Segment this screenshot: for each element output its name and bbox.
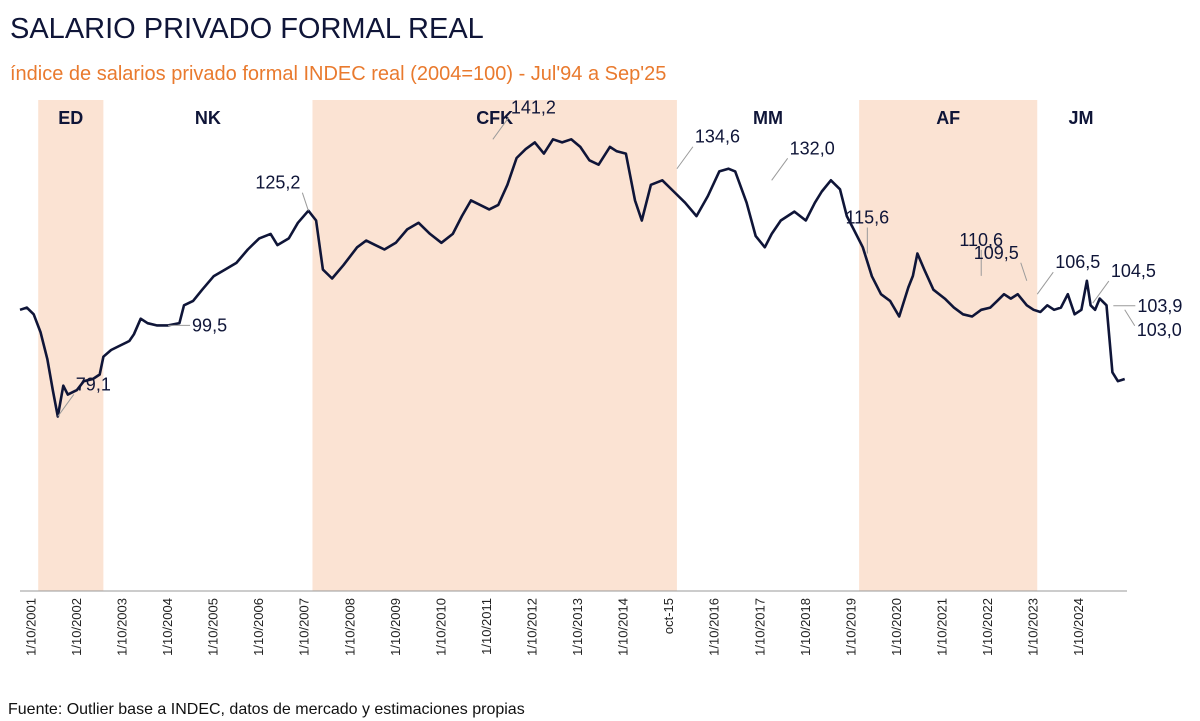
data-label: 115,6 xyxy=(845,208,889,228)
data-label: 79,1 xyxy=(76,374,111,394)
x-tick-label: 1/10/2007 xyxy=(297,598,312,656)
period-label-mm: MM xyxy=(753,108,783,128)
annotation-leader xyxy=(1036,271,1054,295)
data-label: 104,5 xyxy=(1111,261,1156,281)
data-label: 103,9 xyxy=(1137,296,1182,316)
x-tick-label: 1/10/2012 xyxy=(525,598,540,656)
period-label-af: AF xyxy=(936,108,960,128)
annotation-leader xyxy=(1020,262,1028,281)
x-tick-label: 1/10/2001 xyxy=(23,598,38,656)
x-tick-label: 1/10/2009 xyxy=(388,598,403,656)
annotation-leader xyxy=(57,394,75,417)
series-line xyxy=(19,138,1126,418)
chart-subtitle: índice de salarios privado formal INDEC … xyxy=(10,63,666,85)
annotation-leader xyxy=(301,192,309,211)
x-tick-label: 1/10/2020 xyxy=(889,598,904,656)
x-tick-label: 1/10/2023 xyxy=(1026,598,1041,656)
x-tick-label: 1/10/2016 xyxy=(707,598,722,656)
x-tick-label: oct-15 xyxy=(661,598,676,634)
period-shade-cfk xyxy=(312,100,677,591)
x-tick-label: 1/10/2019 xyxy=(843,598,858,656)
x-tick-label: 1/10/2013 xyxy=(570,598,585,656)
x-tick-label: 1/10/2002 xyxy=(69,598,84,656)
period-shade-ed xyxy=(38,100,104,591)
data-label: 141,2 xyxy=(511,97,556,117)
period-shade-af xyxy=(859,100,1038,591)
period-label-cfk: CFK xyxy=(476,108,513,128)
chart-title: SALARIO PRIVADO FORMAL REAL xyxy=(10,13,484,45)
data-label: 103,0 xyxy=(1137,320,1182,340)
annotation-leader xyxy=(1092,280,1110,304)
x-tick-labels: 1/10/2001 1/10/2002 1/10/2003 1/10/2004 1/10… xyxy=(23,598,1086,656)
data-label: 99,5 xyxy=(192,315,227,335)
x-tick-label: 1/10/2010 xyxy=(433,598,448,656)
period-labels: ED NK CFK MM AF JM xyxy=(58,108,1093,128)
period-label-jm: JM xyxy=(1068,108,1093,128)
annotation-leader xyxy=(676,146,694,170)
annotation-leader xyxy=(1124,309,1136,327)
x-tick-label: 1/10/2017 xyxy=(752,598,767,656)
x-tick-label: 1/10/2008 xyxy=(342,598,357,656)
x-tick-label: 1/10/2011 xyxy=(479,598,494,655)
x-tick-label: 1/10/2018 xyxy=(798,598,813,656)
x-tick-label: 1/10/2014 xyxy=(616,598,631,656)
data-label: 109,5 xyxy=(974,243,1019,263)
annotation-leader xyxy=(492,116,510,140)
period-shading xyxy=(38,100,1038,591)
data-label: 106,5 xyxy=(1055,252,1100,272)
x-tick-label: 1/10/2022 xyxy=(980,598,995,656)
annotation-leader xyxy=(771,158,789,181)
data-annotations: 79,199,5125,2141,2134,6132,0115,6110,610… xyxy=(57,97,1182,417)
x-tick-label: 1/10/2024 xyxy=(1071,598,1086,656)
data-label: 125,2 xyxy=(255,173,300,193)
period-label-nk: NK xyxy=(195,108,221,128)
x-tick-label: 1/10/2021 xyxy=(935,598,950,656)
data-label: 134,6 xyxy=(695,127,740,147)
x-tick-label: 1/10/2005 xyxy=(206,598,221,656)
x-tick-label: 1/10/2006 xyxy=(251,598,266,656)
data-label: 132,0 xyxy=(790,138,835,158)
x-tick-label: 1/10/2004 xyxy=(160,598,175,656)
data-label: 110,6 xyxy=(959,230,1003,250)
period-label-ed: ED xyxy=(58,108,83,128)
chart-source: Fuente: Outlier base a INDEC, datos de m… xyxy=(8,701,525,718)
x-tick-label: 1/10/2003 xyxy=(115,598,130,656)
